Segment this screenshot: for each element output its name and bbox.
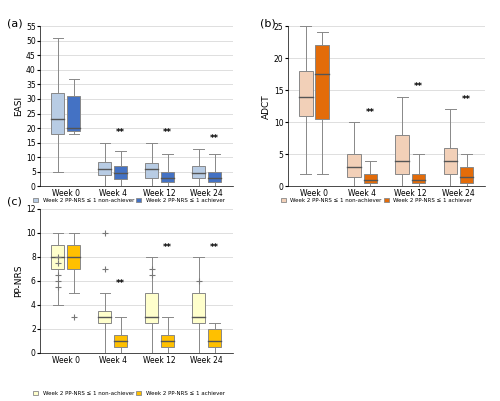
Text: **: ** xyxy=(462,95,471,104)
Text: (c): (c) xyxy=(8,197,22,207)
Text: **: ** xyxy=(366,108,375,117)
Legend: Week 2 PP-NRS ≤ 1 non-achiever, Week 2 PP-NRS ≤ 1 achiever: Week 2 PP-NRS ≤ 1 non-achiever, Week 2 P… xyxy=(280,198,473,204)
Y-axis label: ADCT: ADCT xyxy=(262,94,271,119)
Text: (a): (a) xyxy=(8,18,23,28)
Legend: Week 2 PP-NRS ≤ 1 non-achiever, Week 2 PP-NRS ≤ 1 achiever: Week 2 PP-NRS ≤ 1 non-achiever, Week 2 P… xyxy=(33,198,226,204)
Bar xyxy=(364,174,377,183)
Text: **: ** xyxy=(116,279,126,288)
Y-axis label: EASI: EASI xyxy=(14,96,24,116)
Bar xyxy=(67,96,80,131)
Bar xyxy=(114,166,128,179)
Bar xyxy=(347,154,360,177)
Bar xyxy=(52,93,64,134)
Text: **: ** xyxy=(414,82,423,91)
Bar xyxy=(460,167,473,183)
Y-axis label: PP-NRS: PP-NRS xyxy=(14,264,24,297)
Legend: Week 2 PP-NRS ≤ 1 non-achiever, Week 2 PP-NRS ≤ 1 achiever: Week 2 PP-NRS ≤ 1 non-achiever, Week 2 P… xyxy=(33,390,226,396)
Bar xyxy=(145,293,158,323)
Bar xyxy=(52,245,64,269)
Bar xyxy=(161,335,174,347)
Bar xyxy=(161,172,174,182)
Text: **: ** xyxy=(163,128,172,137)
Bar xyxy=(396,135,409,174)
Text: **: ** xyxy=(116,128,126,137)
Bar xyxy=(98,162,112,175)
Bar xyxy=(192,166,205,178)
Text: **: ** xyxy=(163,243,172,251)
Bar xyxy=(208,329,221,347)
Text: **: ** xyxy=(210,243,219,251)
Bar xyxy=(208,172,221,182)
Bar xyxy=(114,335,128,347)
Text: **: ** xyxy=(210,134,219,143)
Bar xyxy=(98,311,112,323)
Bar xyxy=(145,163,158,178)
Bar xyxy=(316,45,329,119)
Text: (b): (b) xyxy=(260,18,276,28)
Bar xyxy=(444,148,457,174)
Bar xyxy=(67,245,80,269)
Bar xyxy=(412,174,426,183)
Bar xyxy=(192,293,205,323)
Bar xyxy=(299,71,312,116)
